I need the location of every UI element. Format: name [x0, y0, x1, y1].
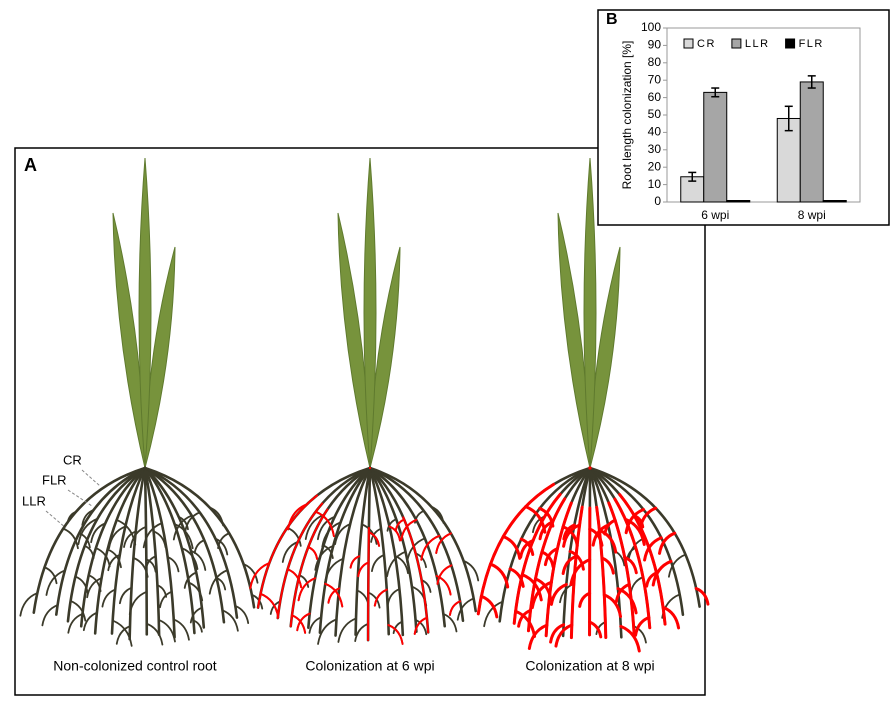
panel-label: A [24, 155, 37, 175]
legend-swatch [786, 39, 795, 48]
bar [800, 82, 823, 202]
x-tick-label: 8 wpi [798, 208, 826, 222]
panel-label: B [606, 11, 618, 28]
y-tick-label: 10 [648, 177, 662, 191]
bar [704, 92, 727, 202]
root-label: FLR [42, 472, 67, 487]
y-tick-label: 0 [654, 194, 661, 208]
root-label: LLR [22, 493, 46, 508]
caption: Non-colonized control root [53, 658, 217, 674]
legend-swatch [732, 39, 741, 48]
y-axis-label: Root length colonization [%] [620, 41, 634, 190]
x-tick-label: 6 wpi [701, 208, 729, 222]
y-tick-label: 20 [648, 159, 662, 173]
caption: Colonization at 8 wpi [525, 658, 654, 674]
y-tick-label: 40 [648, 125, 662, 139]
bar [823, 201, 846, 203]
root-label: CR [63, 452, 82, 467]
bar [727, 201, 750, 203]
y-tick-label: 60 [648, 90, 662, 104]
legend-label: LLR [745, 38, 770, 50]
legend-label: FLR [799, 38, 824, 50]
panel-b-frame [598, 10, 889, 225]
y-tick-label: 80 [648, 55, 662, 69]
y-tick-label: 70 [648, 72, 662, 86]
legend-swatch [684, 39, 693, 48]
y-tick-label: 100 [641, 20, 661, 34]
y-tick-label: 50 [648, 107, 662, 121]
legend-label: CR [697, 38, 716, 50]
y-tick-label: 30 [648, 142, 662, 156]
caption: Colonization at 6 wpi [305, 658, 434, 674]
y-tick-label: 90 [648, 38, 662, 52]
